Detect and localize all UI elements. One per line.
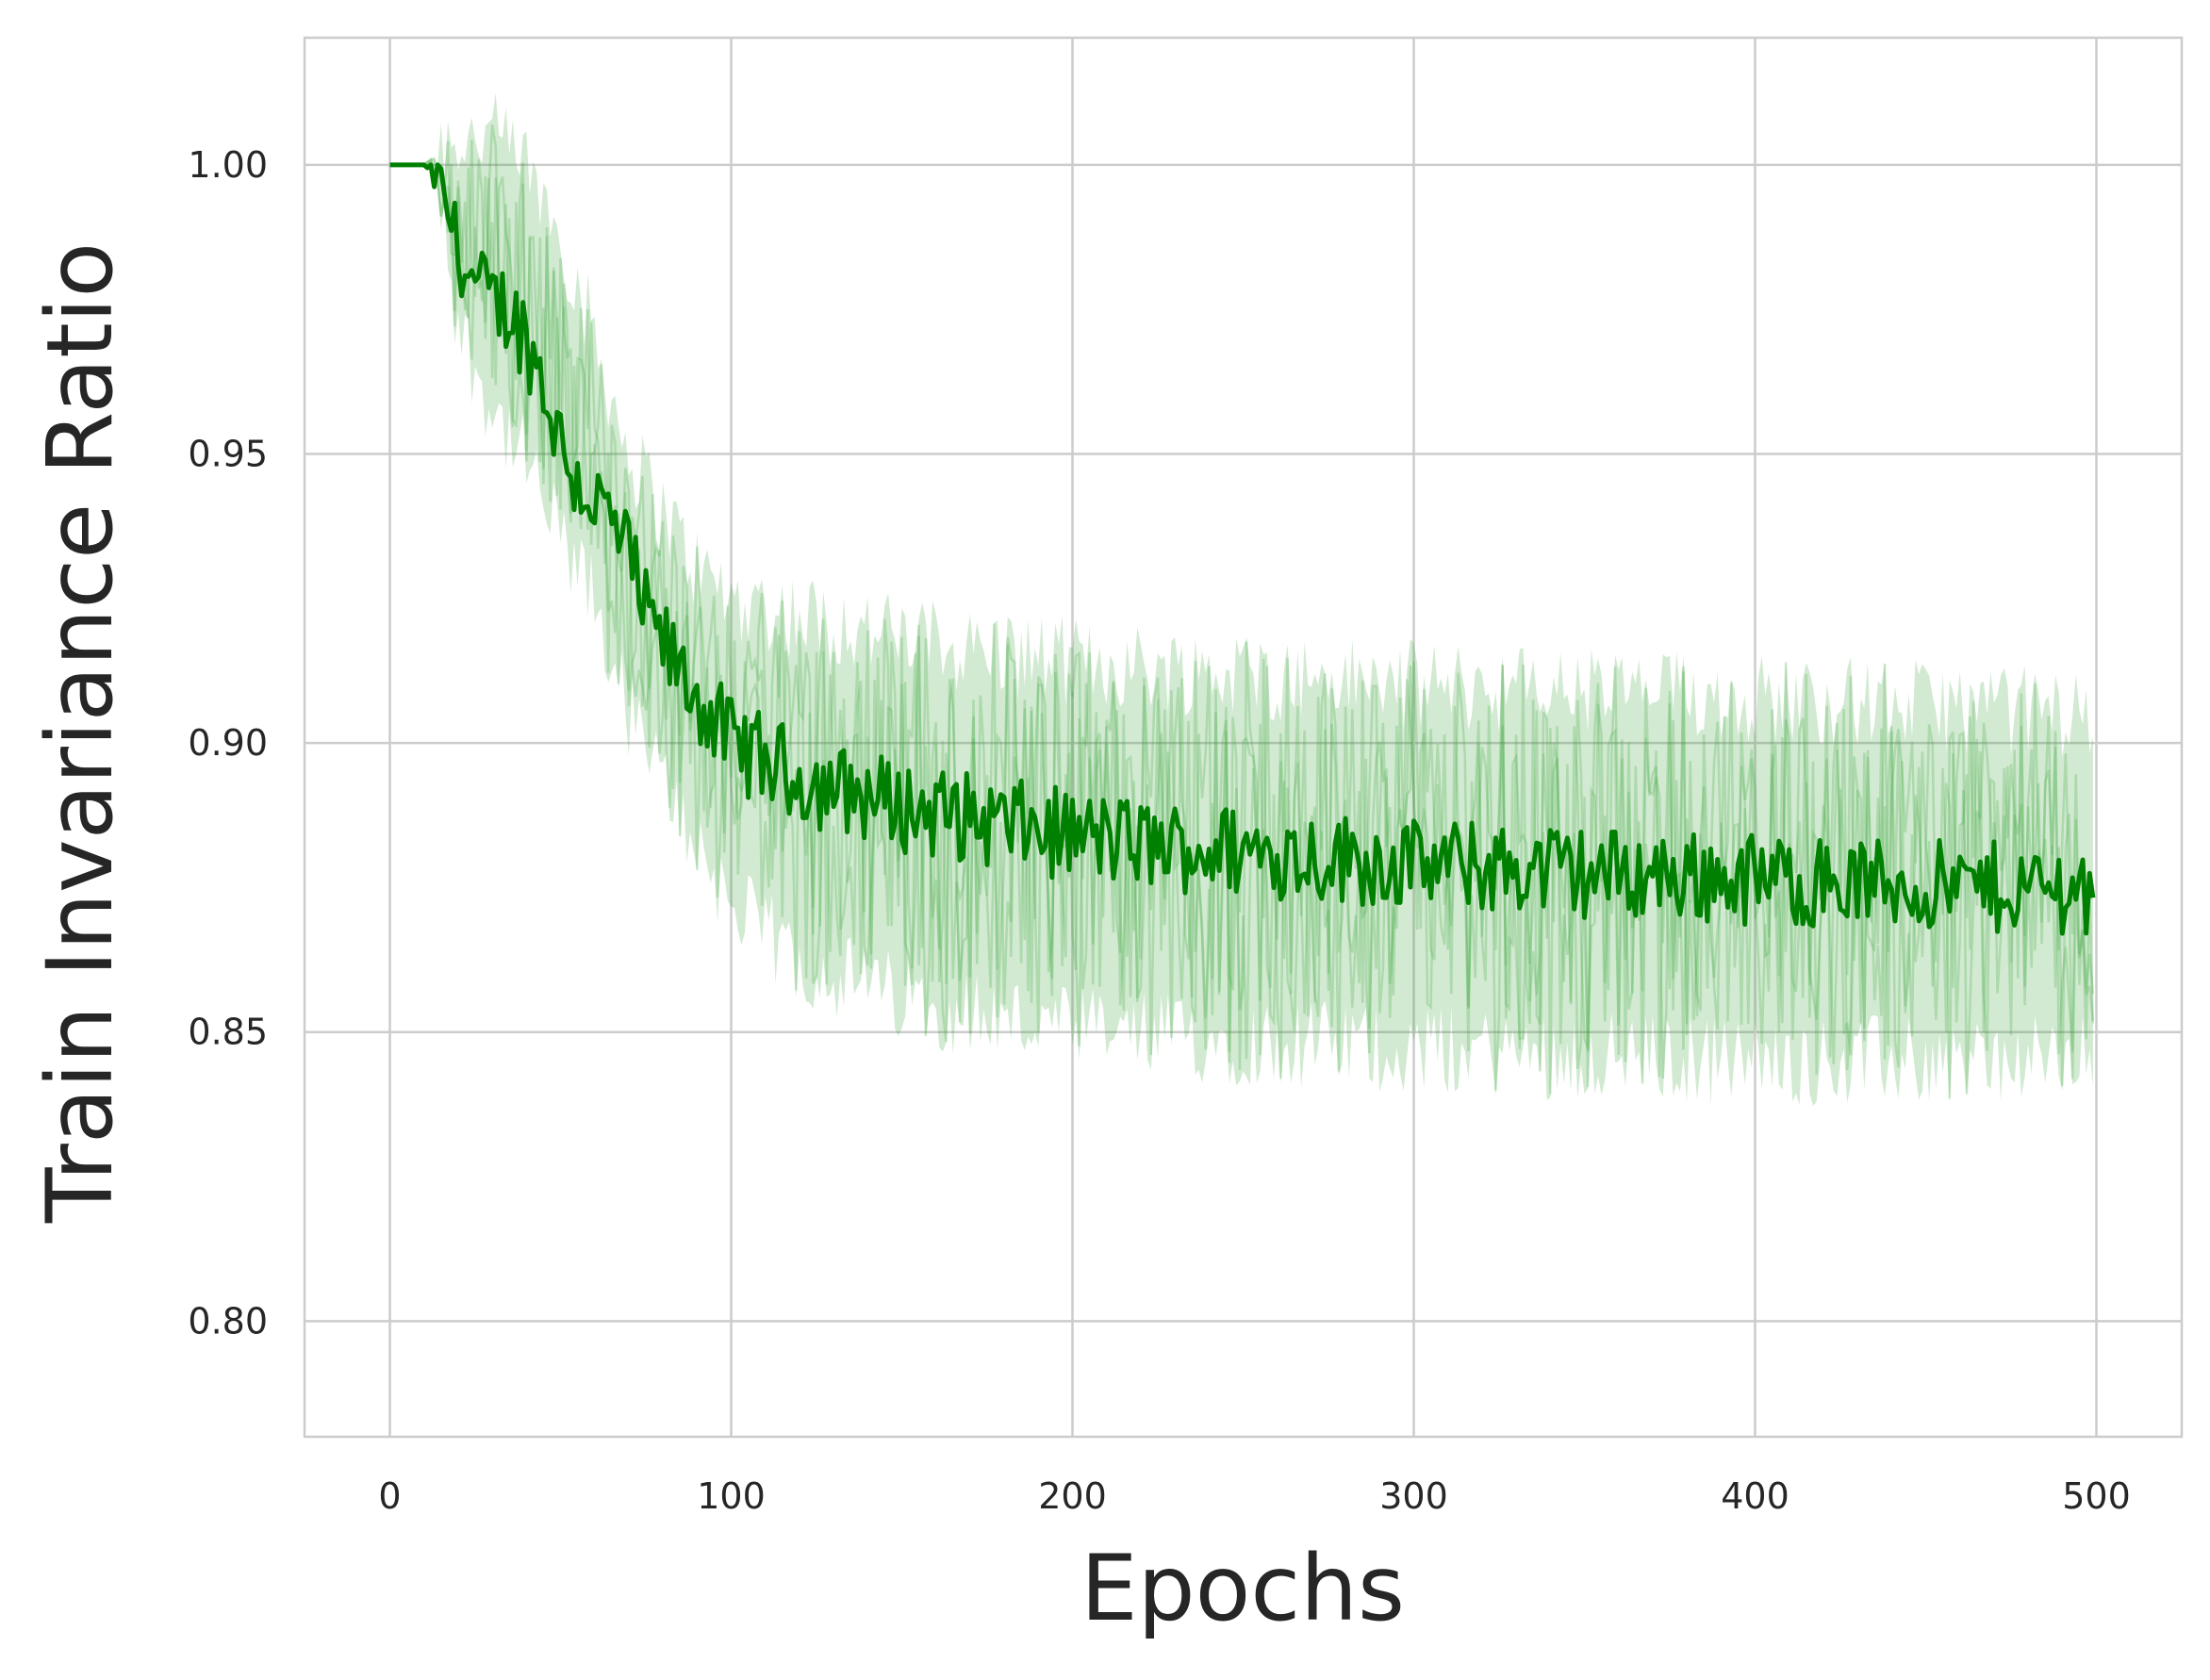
y-tick-labels: 0.80 0.85 0.90 0.95 1.00	[188, 144, 268, 1342]
plot-area	[303, 36, 2184, 1439]
x-tick-label: 400	[1721, 1475, 1789, 1517]
x-tick-label: 300	[1379, 1475, 1448, 1517]
x-tick-label: 100	[697, 1475, 766, 1517]
y-tick-label: 0.85	[188, 1012, 268, 1053]
y-tick-label: 0.90	[188, 722, 268, 764]
grid-lines	[305, 38, 2182, 1437]
faint-runs	[389, 124, 2095, 1099]
x-axis-label: Epochs	[1080, 1536, 1405, 1641]
x-tick-labels: 0 100 200 300 400 500	[378, 1475, 2130, 1517]
x-tick-label: 0	[378, 1475, 401, 1517]
confidence-band	[389, 92, 2093, 1106]
y-axis-label: Train Invariance Ratio	[27, 242, 133, 1224]
mean-line-group	[389, 162, 2096, 936]
confidence-band-area	[389, 92, 2093, 1106]
faint-run-line	[389, 140, 2095, 1095]
x-tick-label: 200	[1038, 1475, 1107, 1517]
mean-line	[389, 162, 2096, 936]
x-tick-label: 500	[2062, 1475, 2131, 1517]
y-tick-label: 0.95	[188, 434, 268, 475]
faint-run-line	[389, 158, 2095, 1099]
faint-run-line	[389, 124, 2095, 1095]
y-tick-label: 0.80	[188, 1300, 268, 1342]
y-tick-label: 1.00	[188, 144, 268, 186]
